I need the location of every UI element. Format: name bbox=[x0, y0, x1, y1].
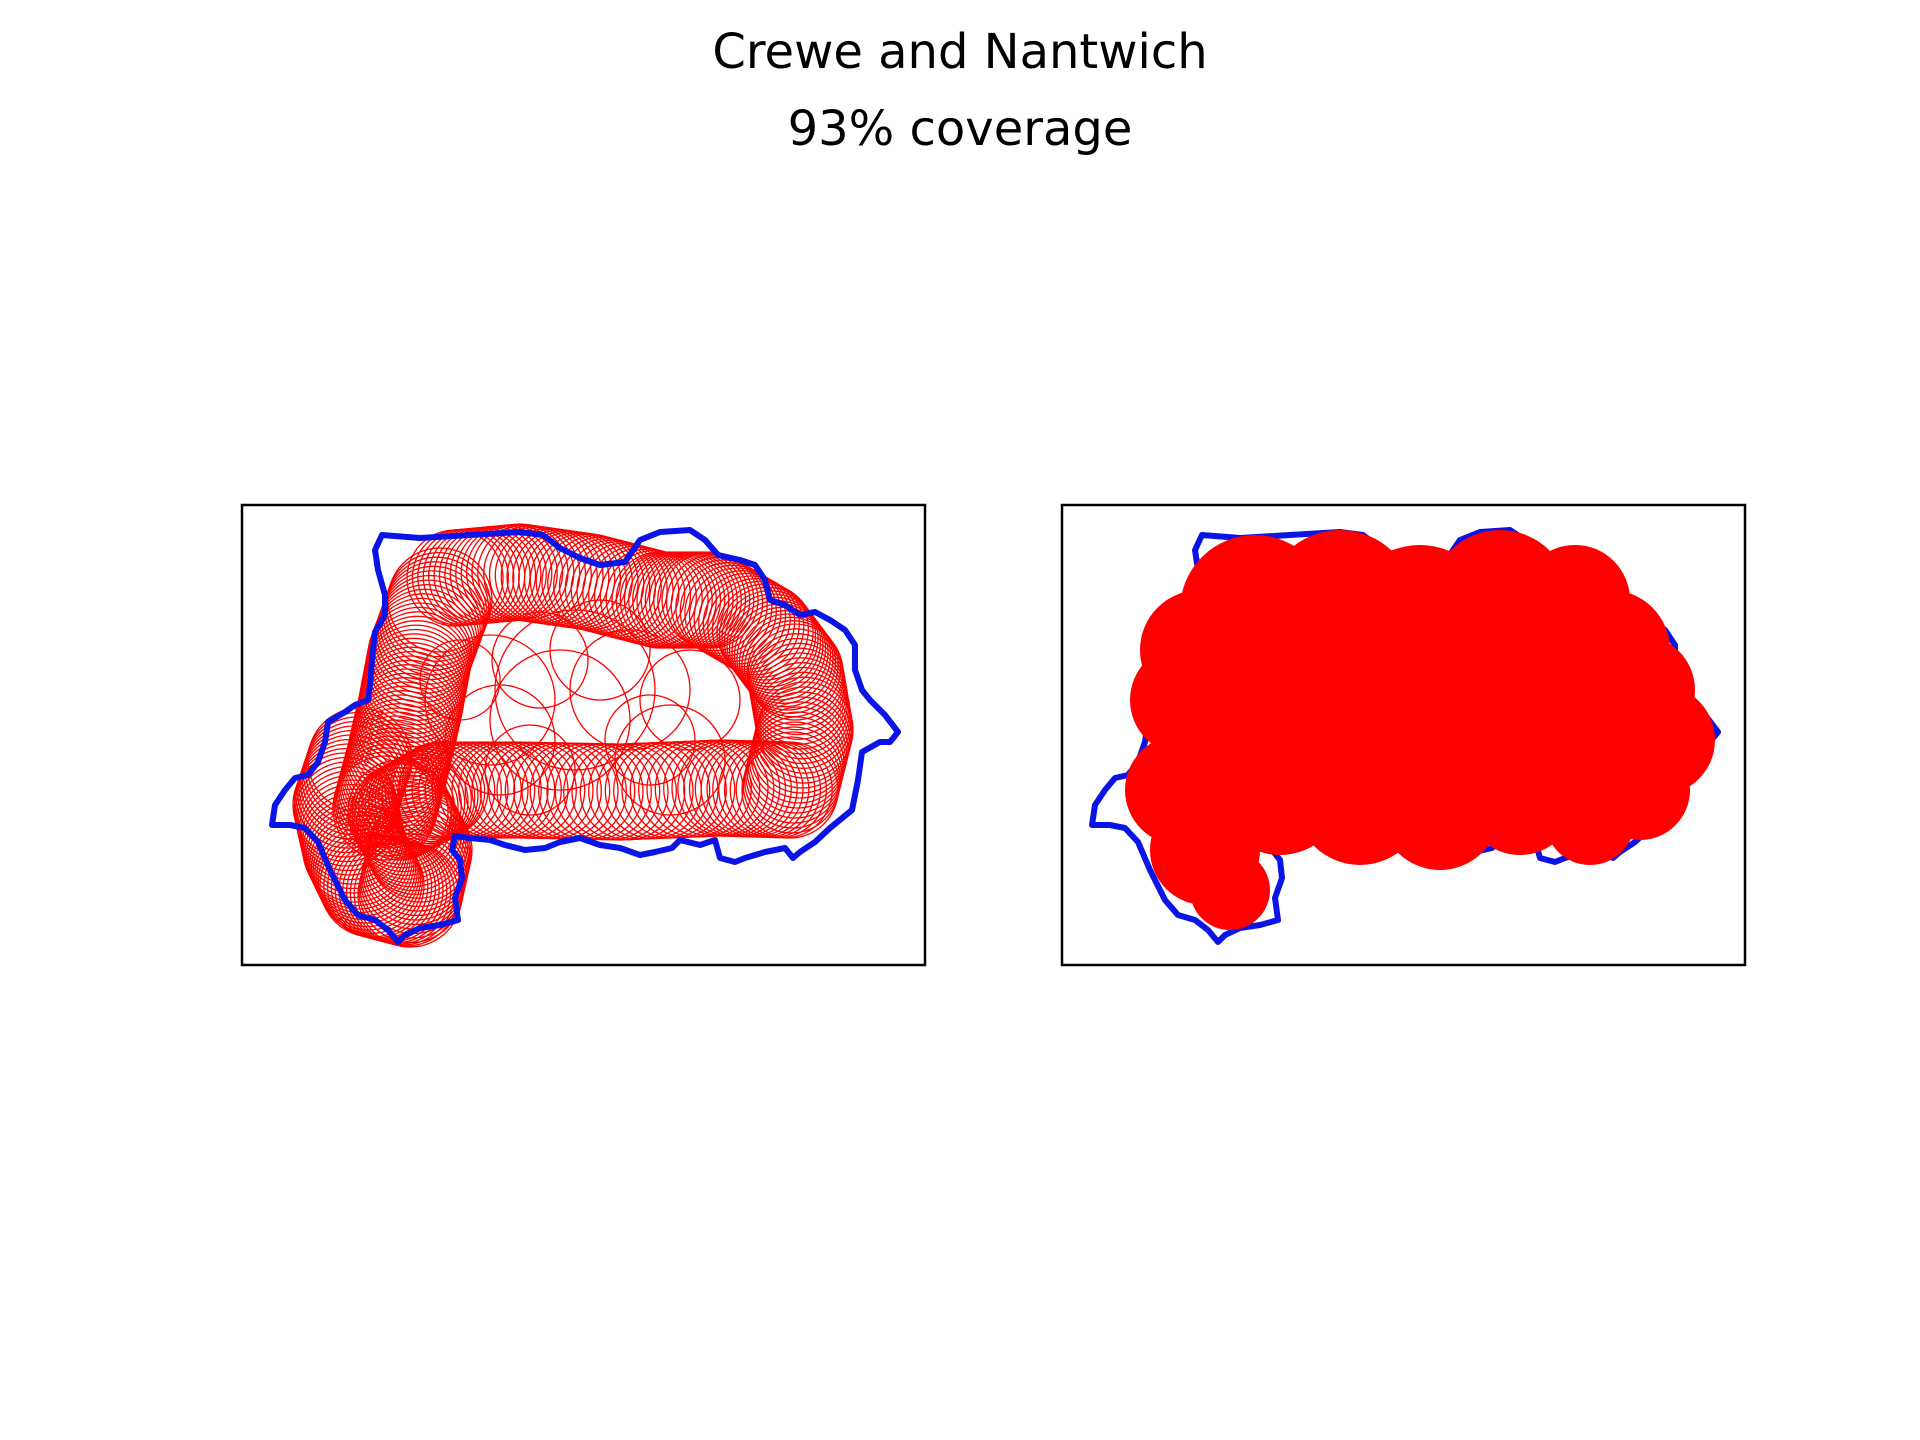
coverage-disk bbox=[1185, 675, 1315, 805]
figure-title: Crewe and Nantwich bbox=[0, 24, 1920, 80]
coverage-disk bbox=[1415, 695, 1545, 825]
coverage-disk bbox=[1190, 850, 1270, 930]
filled-coverage-panel bbox=[1062, 505, 1745, 965]
coverage-disk bbox=[1565, 685, 1675, 795]
figure-subtitle: 93% coverage bbox=[0, 101, 1920, 157]
circle-outlines-panel bbox=[242, 505, 925, 965]
